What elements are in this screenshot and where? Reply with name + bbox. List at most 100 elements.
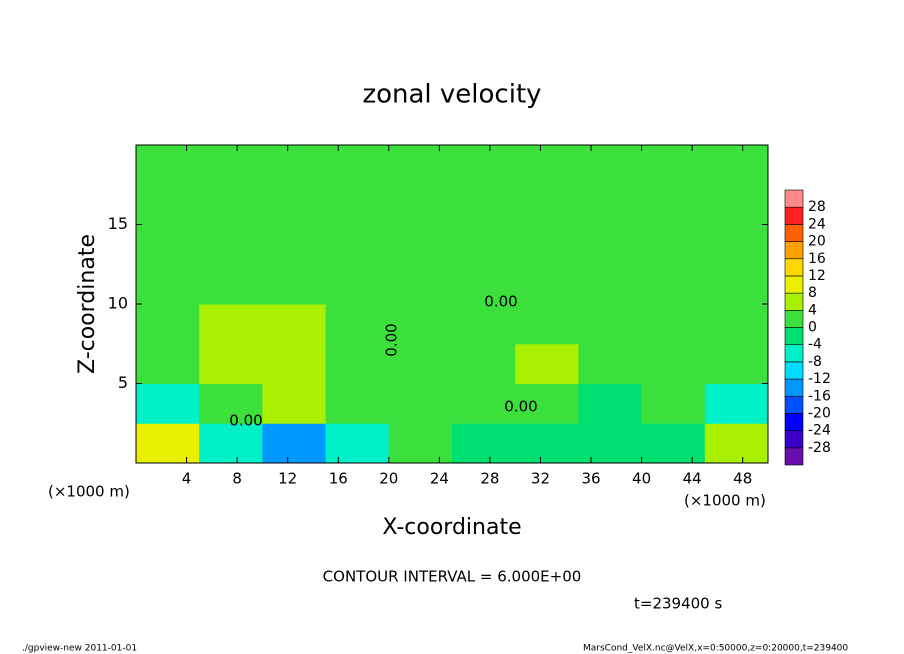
x-unit-right: (×1000 m): [684, 492, 766, 510]
field-cell: [199, 423, 263, 464]
colorbar-box: [784, 258, 804, 277]
field-cell: [199, 145, 263, 186]
field-cell: [641, 145, 706, 186]
x-tick-label: 48: [733, 470, 752, 488]
colorbar-label: -16: [808, 388, 831, 404]
field-cell: [262, 264, 327, 305]
field-cell: [452, 264, 516, 305]
footer-right: MarsCond_VelX.nc@VelX,x=0:50000,z=0:2000…: [583, 644, 848, 654]
field-cell: [388, 264, 453, 305]
field-cell: [452, 423, 516, 464]
footer-left: ./gpview-new 2011-01-01: [22, 644, 137, 654]
field-cell: [325, 383, 390, 424]
colorbar-label: -24: [808, 423, 831, 439]
field-cell: [578, 423, 643, 464]
field-cell: [262, 184, 327, 225]
field-cell: [578, 383, 643, 424]
x-tick-label: 4: [182, 470, 192, 488]
x-tick-label: 44: [683, 470, 702, 488]
field-cell: [704, 423, 769, 464]
field-cell: [388, 184, 453, 225]
colorbar-label: 24: [808, 216, 826, 232]
field-cell: [704, 224, 769, 265]
field-cell: [641, 224, 706, 265]
y-tick-label: 5: [118, 373, 128, 392]
field-cell: [452, 304, 516, 345]
field-cell: [199, 343, 263, 384]
colorbar-box: [784, 241, 804, 260]
x-axis-label: X-coordinate: [382, 515, 521, 540]
x-tick-label: 20: [379, 470, 398, 488]
field-cell: [325, 343, 390, 384]
field-cell: [325, 304, 390, 345]
colorbar-label: 12: [808, 268, 826, 284]
field-cell: [388, 383, 453, 424]
colorbar-label: -8: [808, 354, 822, 370]
field-cell: [136, 264, 200, 305]
field-cell: [452, 383, 516, 424]
colorbar-box: [784, 206, 804, 225]
colorbar-label: 8: [808, 285, 817, 301]
field-cell: [452, 184, 516, 225]
field-cell: [325, 184, 390, 225]
contour-label: 0.00: [383, 323, 401, 356]
chart-title: zonal velocity: [362, 80, 541, 110]
field-cell: [325, 423, 390, 464]
x-tick-label: 8: [232, 470, 242, 488]
field-cell: [388, 304, 453, 345]
field-cell: [452, 343, 516, 384]
x-tick-label: 16: [329, 470, 348, 488]
colorbar-box: [784, 327, 804, 345]
colorbar-label: -12: [808, 371, 831, 387]
field-cell: [388, 423, 453, 464]
colorbar-box: [784, 224, 804, 242]
field-cell: [704, 343, 769, 384]
field-cell: [136, 145, 200, 186]
x-tick-label: 36: [581, 470, 600, 488]
contour-label: 0.00: [229, 412, 262, 430]
colorbar-box: [784, 395, 804, 414]
colorbar-label: 16: [808, 251, 826, 267]
colorbar-box: [784, 447, 804, 466]
field-cell: [136, 423, 200, 464]
field-cell: [641, 304, 706, 345]
field-cell: [515, 343, 579, 384]
field-cell: [325, 224, 390, 265]
colorbar-label: -4: [808, 337, 822, 353]
field-cell: [136, 383, 200, 424]
y-tick-label: 15: [108, 214, 128, 233]
field-cell: [578, 224, 643, 265]
colorbar-box: [784, 361, 804, 380]
field-cell: [578, 304, 643, 345]
x-tick-label: 40: [632, 470, 651, 488]
field-cell: [199, 264, 263, 305]
field-cell: [515, 304, 579, 345]
field-cell: [641, 423, 706, 464]
field-cell: [199, 224, 263, 265]
field-cell: [515, 264, 579, 305]
field-cell: [199, 304, 263, 345]
field-cell: [388, 343, 453, 384]
field-cell: [388, 145, 453, 186]
field-cell: [641, 383, 706, 424]
field-cell: [578, 145, 643, 186]
field-cell: [325, 145, 390, 186]
field-cell: [641, 264, 706, 305]
colorbar-box: [784, 344, 804, 363]
field-cell: [515, 184, 579, 225]
field-cell: [262, 383, 327, 424]
field-cell: [515, 423, 579, 464]
field-cell: [262, 145, 327, 186]
colorbar-box: [784, 189, 804, 208]
field-cell: [136, 184, 200, 225]
field-cell: [578, 343, 643, 384]
field-cell: [136, 304, 200, 345]
colorbar-box: [784, 275, 804, 294]
field-cell: [515, 224, 579, 265]
field-cell: [452, 145, 516, 186]
colorbar-label: 20: [808, 234, 826, 250]
colorbar-box: [784, 310, 804, 328]
field-cell: [515, 145, 579, 186]
colorbar-label: 4: [808, 302, 817, 318]
field-cell: [199, 184, 263, 225]
